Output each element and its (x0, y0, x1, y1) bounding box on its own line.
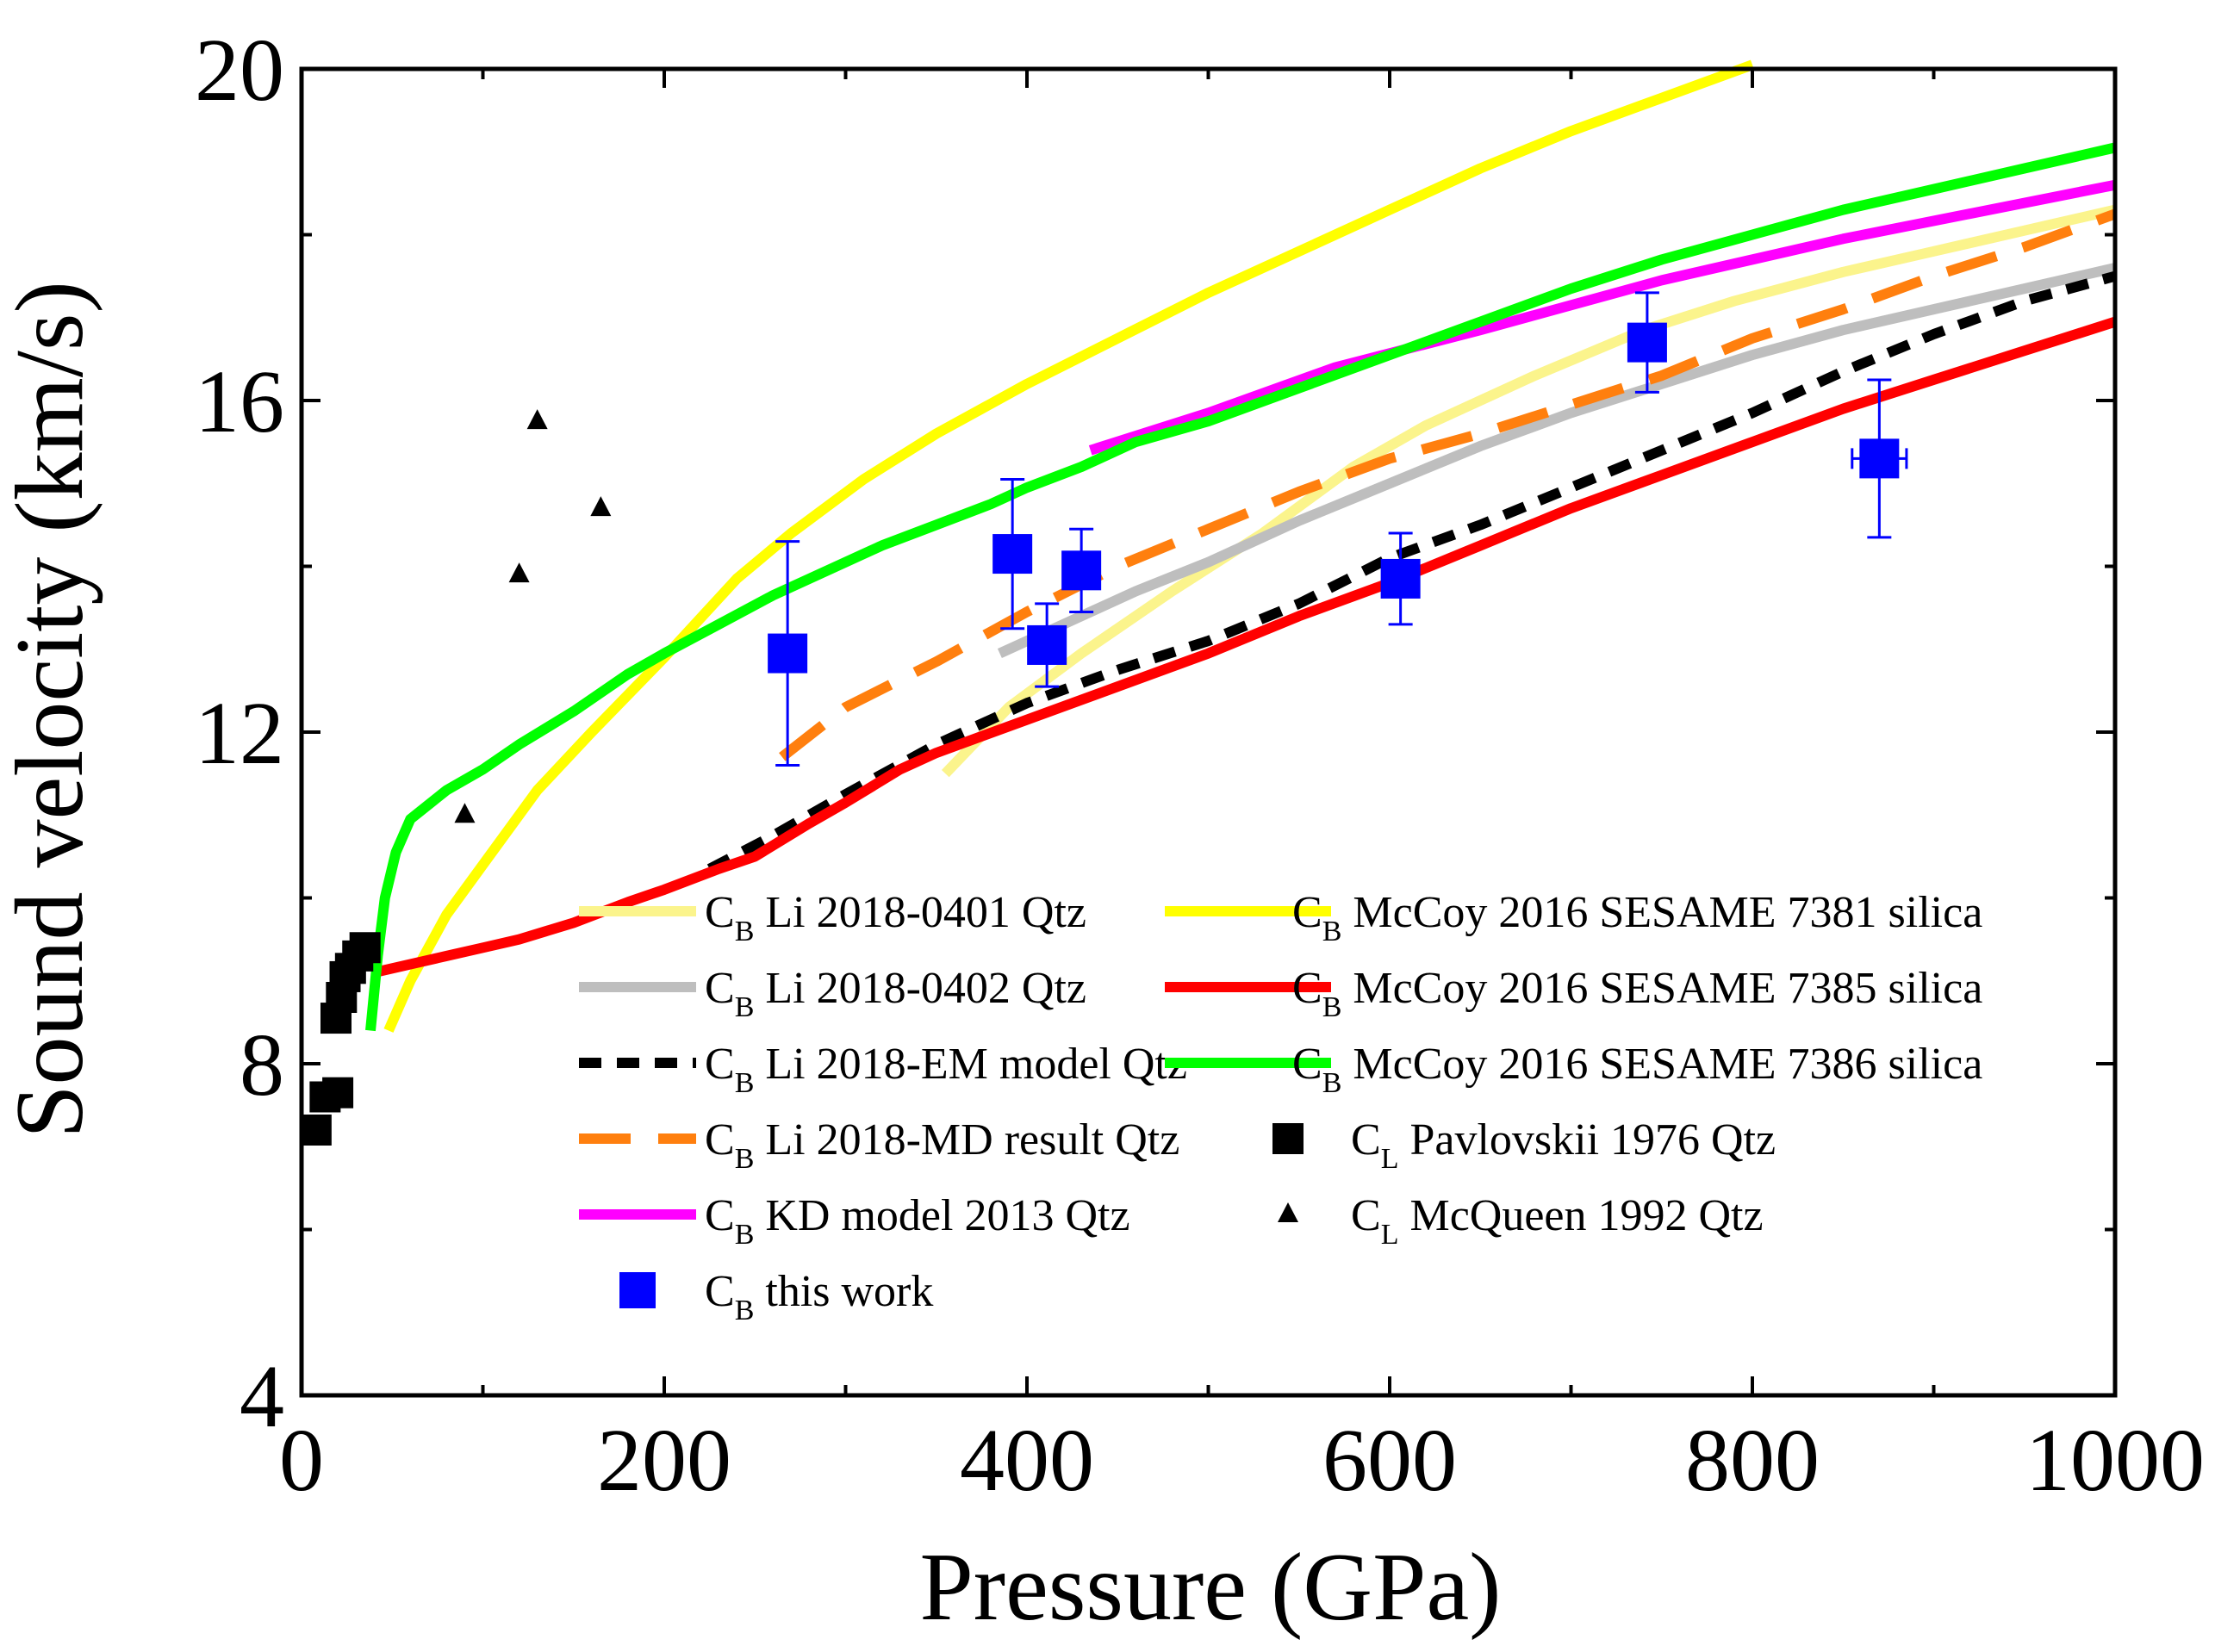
y-tick-label: 8 (240, 1015, 284, 1115)
legend-item-pavlovskii-1976-qtz: CL Pavlovskii 1976 Qtz (1272, 1115, 1776, 1175)
y-tick-label: 20 (195, 21, 284, 120)
legend-label: CB this work (705, 1267, 933, 1326)
legend-item-mccoy-2016-sesame-7385-silica: CB McCoy 2016 SESAME 7385 silica (1165, 964, 1982, 1023)
legend-item-this-work: CB this work (619, 1267, 933, 1326)
y-tick-label: 4 (240, 1347, 284, 1446)
data-point-mcqueen-1992-qtz (508, 562, 530, 583)
legend-label: CB Li 2018-0401 Qtz (705, 888, 1086, 947)
data-point-pavlovskii-1976-qtz (300, 1115, 332, 1146)
series-layer (300, 59, 2118, 1146)
series-line-li-2018-0401-qtz (941, 204, 2117, 778)
series-line-li-2018-0402-qtz (997, 263, 2117, 659)
series-line-mccoy-2016-sesame-7381-silica (383, 59, 1755, 1033)
legend-label: CB Li 2018-0402 Qtz (705, 964, 1086, 1023)
x-tick-label: 400 (960, 1411, 1094, 1510)
legend-label: CL McQueen 1992 Qtz (1351, 1191, 1764, 1251)
data-point-this-work (1627, 291, 1667, 394)
data-point-this-work (1380, 531, 1421, 626)
legend-item-mcqueen-1992-qtz: CL McQueen 1992 Qtz (1278, 1191, 1764, 1251)
series-line-kd-model-2013-qtz (1088, 179, 2117, 456)
legend-label: CB McCoy 2016 SESAME 7381 silica (1292, 888, 1982, 947)
marker-square (1627, 322, 1667, 363)
marker-square (1027, 624, 1067, 665)
axis-ticks (300, 67, 2117, 1397)
legend-item-kd-model-2013-qtz: CB KD model 2013 Qtz (579, 1191, 1130, 1251)
legend-label: CB McCoy 2016 SESAME 7385 silica (1292, 964, 1982, 1023)
legend-item-li-2018-0402-qtz: CB Li 2018-0402 Qtz (579, 964, 1086, 1023)
legend-item-li-2018-md-result-qtz: CB Li 2018-MD result Qtz (579, 1115, 1179, 1175)
x-tick-label: 200 (597, 1411, 731, 1510)
x-tick-label: 1000 (2025, 1411, 2205, 1510)
legend-item-mccoy-2016-sesame-7381-silica: CB McCoy 2016 SESAME 7381 silica (1165, 888, 1982, 947)
data-point-pavlovskii-1976-qtz (322, 1077, 354, 1109)
data-point-this-work (1851, 378, 1908, 539)
data-point-this-work (1061, 527, 1102, 613)
data-point-pavlovskii-1976-qtz (349, 932, 381, 964)
y-tick-label: 16 (195, 352, 284, 451)
x-tick-label: 800 (1685, 1411, 1820, 1510)
legend-item-li-2018-em-model-qtz: CB Li 2018-EM model Qtz (579, 1040, 1187, 1099)
series-line-mccoy-2016-sesame-7386-silica (365, 142, 2117, 1032)
legend-label: CB Li 2018-EM model Qtz (705, 1040, 1187, 1099)
y-tick-label: 12 (195, 684, 284, 783)
tick-labels: 0 200 400 600 800 1000 4 8 12 16 20 (195, 21, 2205, 1510)
data-point-mcqueen-1992-qtz (454, 803, 476, 823)
series-line-li-2018-em-model-qtz (706, 270, 2117, 874)
legend-label: CB McCoy 2016 SESAME 7386 silica (1292, 1040, 1982, 1099)
y-axis-label: Sound velocity (km/s) (0, 281, 103, 1138)
x-axis-label: Pressure (GPa) (920, 1534, 1502, 1641)
legend-item-mccoy-2016-sesame-7386-silica: CB McCoy 2016 SESAME 7386 silica (1165, 1040, 1982, 1099)
legend-label: CB KD model 2013 Qtz (705, 1191, 1130, 1251)
legend-swatch (1272, 1123, 1304, 1154)
legend: CB Li 2018-0401 Qtz CB Li 2018-0402 Qtz CB… (579, 888, 1982, 1326)
x-tick-label: 600 (1322, 1411, 1457, 1510)
series-line-li-2018-md-result-qtz (779, 208, 2118, 761)
legend-label: CB Li 2018-MD result Qtz (705, 1115, 1179, 1175)
data-point-this-work (1027, 602, 1067, 688)
legend-label: CL Pavlovskii 1976 Qtz (1351, 1115, 1776, 1175)
marker-square (1380, 558, 1421, 599)
data-point-mcqueen-1992-qtz (526, 409, 548, 430)
series-line-mccoy-2016-sesame-7385-silica (372, 316, 2117, 978)
marker-square (992, 534, 1033, 574)
marker-square (1859, 438, 1900, 479)
data-point-this-work (768, 540, 808, 767)
legend-swatch (619, 1272, 656, 1308)
data-point-mcqueen-1992-qtz (590, 496, 612, 517)
marker-square (1061, 550, 1102, 591)
legend-swatch (1278, 1202, 1298, 1222)
data-point-this-work (992, 477, 1033, 630)
marker-square (768, 633, 808, 674)
x-tick-label: 0 (279, 1411, 324, 1510)
